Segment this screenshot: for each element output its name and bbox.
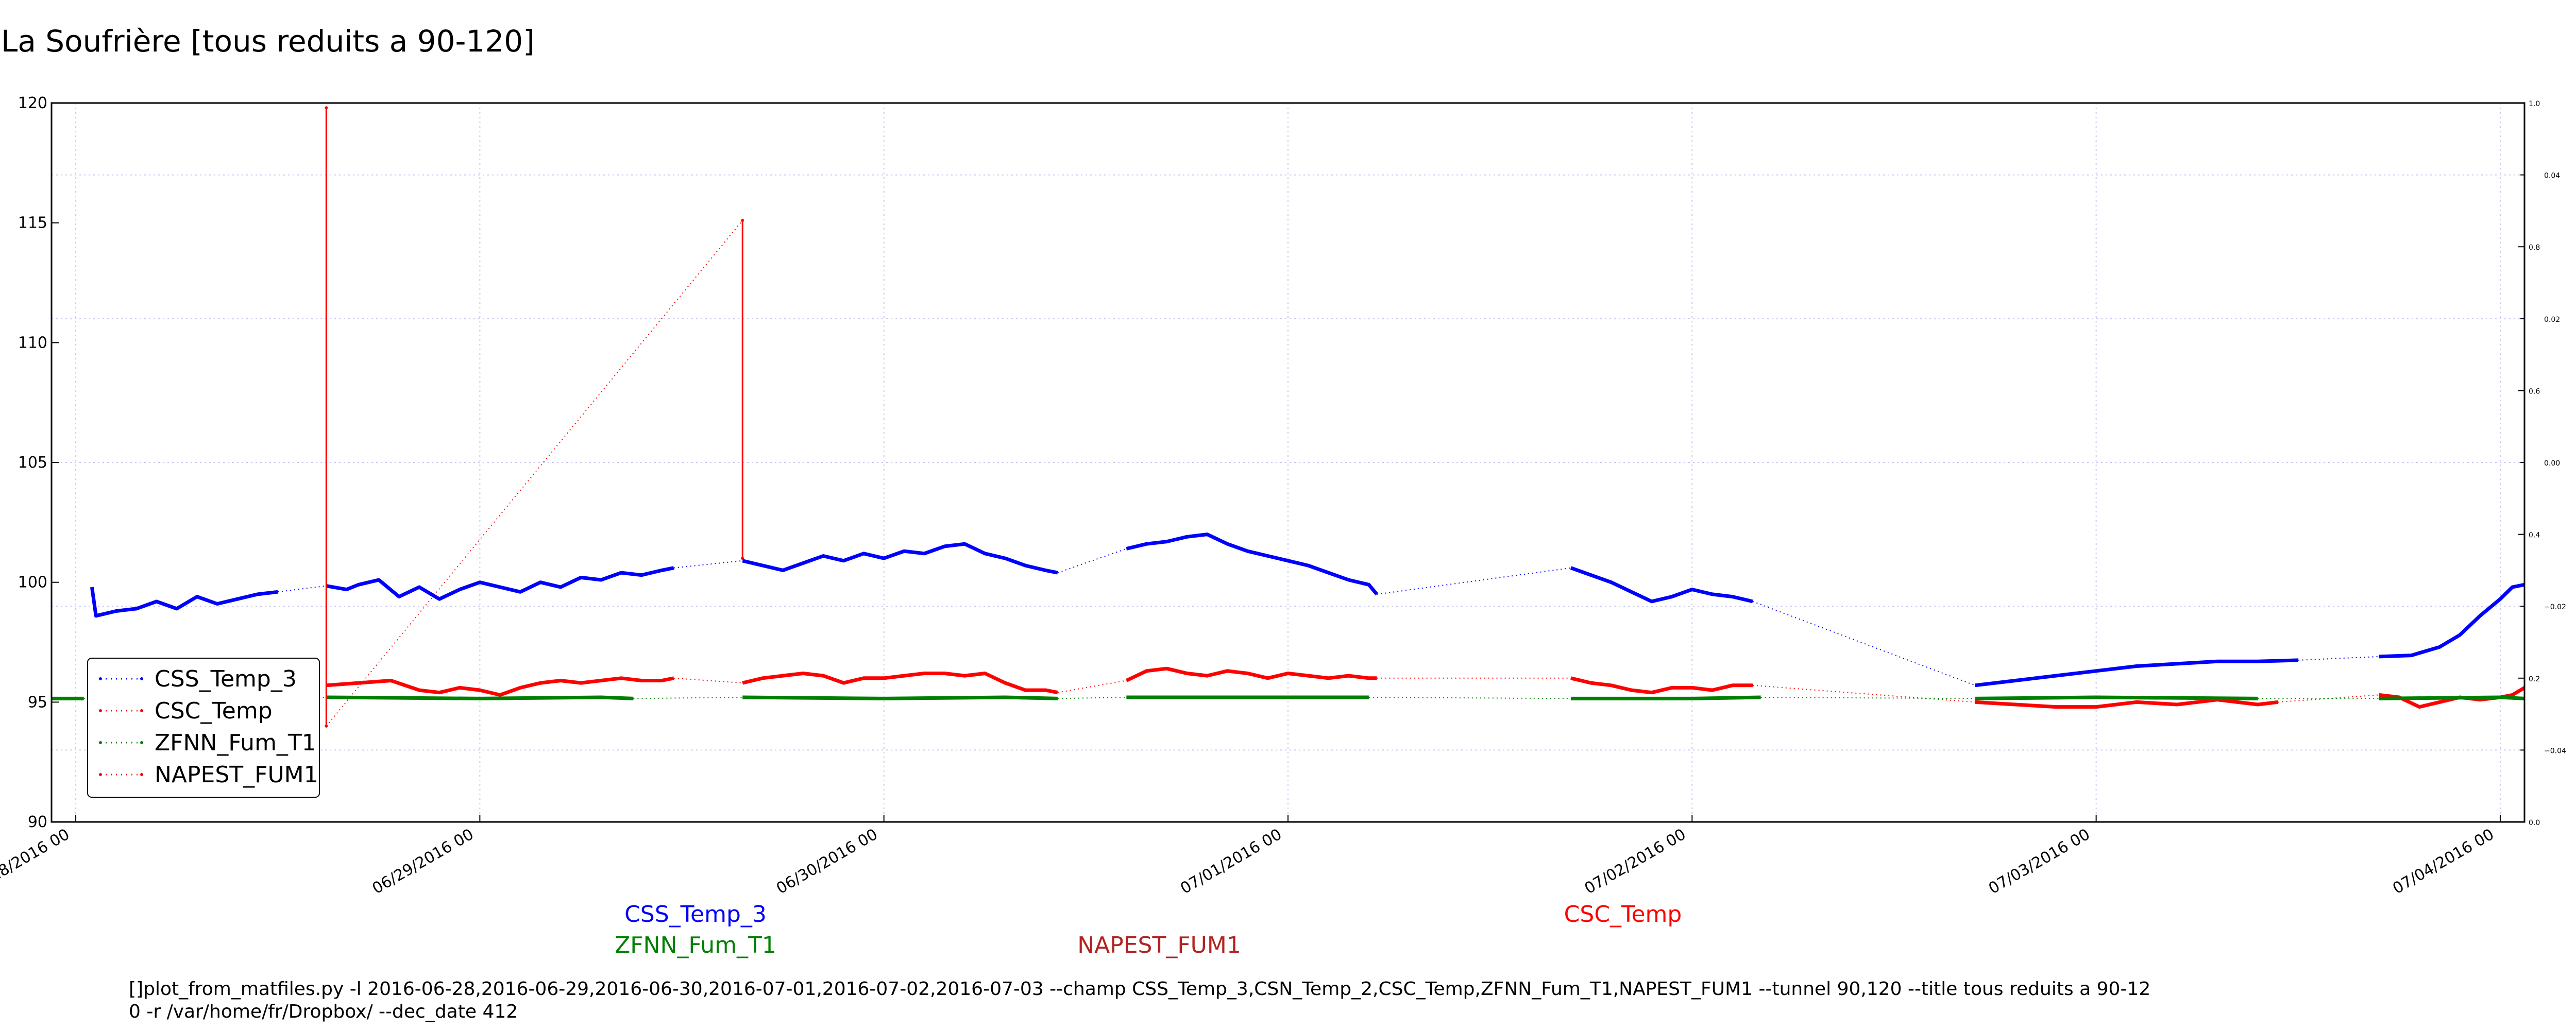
legend-label-CSC_Temp: CSC_Temp xyxy=(155,698,273,724)
legend-marker-CSS_Temp_3-a xyxy=(99,677,102,680)
gap-connector-CSS_Temp_3-3 xyxy=(1377,567,1571,595)
gap-connector-CSC_Temp-1 xyxy=(1057,680,1127,693)
series-CSC_Temp-segment-1 xyxy=(742,672,1058,695)
series-CSS_Temp_3-segment-5 xyxy=(1974,658,2298,688)
series-CSC_Temp-segment-4 xyxy=(1975,698,2279,709)
command-line-0: []plot_from_matfiles.py -l 2016-06-28,20… xyxy=(129,978,2150,1000)
legend-label-NAPEST_FUM1: NAPEST_FUM1 xyxy=(155,762,318,788)
right-inner-tick-label-0: −0.04 xyxy=(2544,747,2566,755)
chart-title: La Soufrière [tous reduits a 90-120] xyxy=(1,24,535,59)
series-label-CSC_Temp: CSC_Temp xyxy=(1564,901,1682,928)
series-CSS_Temp_3-segment-6 xyxy=(2379,582,2525,659)
x-tick-label-5: 07/03/2016 00 xyxy=(1986,826,2093,898)
x-tick-label-2: 06/30/2016 00 xyxy=(773,826,881,898)
y-tick-label-6: 120 xyxy=(18,94,47,112)
series-ZFNN_Fum_T1-segment-5 xyxy=(1975,695,2258,700)
legend-label-CSS_Temp_3: CSS_Temp_3 xyxy=(155,666,297,692)
legend-marker-CSC_Temp-a xyxy=(99,709,102,712)
gap-connector-ZFNN_Fum_T1-2 xyxy=(1057,697,1127,699)
series-lines xyxy=(52,106,2526,728)
series-CSS_Temp_3-segment-0 xyxy=(90,587,278,618)
gap-connector-CSC_Temp-0 xyxy=(673,677,743,684)
series-CSC_Temp-segment-0 xyxy=(326,676,674,697)
series-label-NAPEST_FUM1: NAPEST_FUM1 xyxy=(1077,932,1241,958)
right-inner-tick-label-4: 0.04 xyxy=(2544,172,2560,180)
gap-connector-ZFNN_Fum_T1-3 xyxy=(1368,697,1571,699)
y-tick-label-4: 110 xyxy=(18,334,47,352)
series-label-ZFNN_Fum_T1: ZFNN_Fum_T1 xyxy=(615,932,776,958)
right-inner-tick-label-3: 0.02 xyxy=(2544,316,2560,324)
legend-box xyxy=(87,658,320,798)
point-NAPEST_FUM1-1-0 xyxy=(741,557,744,560)
legend-marker-NAPEST_FUM1-b xyxy=(140,773,143,776)
series-ZFNN_Fum_T1-segment-2 xyxy=(742,695,1058,700)
gap-connector-NAPEST_FUM1-0 xyxy=(326,220,743,727)
gap-connector-ZFNN_Fum_T1-1 xyxy=(633,697,743,699)
right-outer-tick-label-4: 0.8 xyxy=(2529,244,2540,252)
right-inner-tick-label-2: 0.00 xyxy=(2544,459,2560,468)
command-line: []plot_from_matfiles.py -l 2016-06-28,20… xyxy=(129,978,2150,1022)
y-tick-label-2: 100 xyxy=(18,574,47,592)
right-outer-tick-label-3: 0.6 xyxy=(2529,387,2540,396)
series-CSS_Temp_3-segment-1 xyxy=(326,566,674,601)
gap-connector-CSC_Temp-3 xyxy=(1752,684,1975,703)
series-CSS_Temp_3-segment-3 xyxy=(1126,533,1379,596)
gap-connector-CSS_Temp_3-5 xyxy=(2298,656,2379,661)
series-CSS_Temp_3-segment-4 xyxy=(1570,566,1753,604)
legend-marker-ZFNN_Fum_T1-a xyxy=(99,741,102,744)
x-tick-label-0: 06/28/2016 00 xyxy=(0,826,73,898)
gap-connector-CSS_Temp_3-0 xyxy=(278,585,327,593)
x-tick-label-3: 07/01/2016 00 xyxy=(1177,826,1285,898)
series-ZFNN_Fum_T1-segment-4 xyxy=(1571,695,1761,700)
axes: 90 95 100 105 110 115 120 06/28/2016 00 06/29/20… xyxy=(0,94,2566,898)
series-ZFNN_Fum_T1-segment-6 xyxy=(2379,695,2525,700)
right-outer-tick-label-5: 1.0 xyxy=(2529,100,2540,108)
legend-marker-ZFNN_Fum_T1-b xyxy=(140,741,143,744)
gap-connector-CSS_Temp_3-4 xyxy=(1752,600,1975,686)
right-inner-tick-label-1: −0.02 xyxy=(2544,603,2566,611)
x-tick-label-6: 07/04/2016 00 xyxy=(2389,826,2497,898)
series-CSC_Temp-segment-2 xyxy=(1125,666,1377,682)
legend: CSS_Temp_3 CSC_Temp ZFNN_Fum_T1 NAPEST_FUM1 xyxy=(87,658,320,798)
legend-marker-CSS_Temp_3-b xyxy=(140,677,143,680)
series-label-CSS_Temp_3: CSS_Temp_3 xyxy=(624,901,767,928)
point-NAPEST_FUM1-1-1 xyxy=(741,219,744,222)
gap-connector-CSC_Temp-4 xyxy=(2278,694,2379,703)
gap-connector-CSS_Temp_3-2 xyxy=(1057,548,1127,573)
right-outer-tick-label-0: 0.0 xyxy=(2529,819,2540,827)
legend-label-ZFNN_Fum_T1: ZFNN_Fum_T1 xyxy=(155,730,316,756)
y-tick-label-5: 115 xyxy=(18,214,47,232)
series-labels: CSS_Temp_3 ZFNN_Fum_T1 NAPEST_FUM1 CSC_Temp xyxy=(615,901,1682,958)
legend-marker-CSC_Temp-b xyxy=(140,709,143,712)
legend-marker-NAPEST_FUM1-a xyxy=(99,773,102,776)
gap-connector-CSS_Temp_3-1 xyxy=(673,560,743,569)
x-tick-label-4: 07/02/2016 00 xyxy=(1582,826,1689,898)
series-CSC_Temp-segment-3 xyxy=(1570,676,1753,695)
series-CSS_Temp_3-segment-2 xyxy=(742,542,1058,575)
y-tick-label-1: 95 xyxy=(28,693,47,711)
x-tick-label-1: 06/29/2016 00 xyxy=(369,826,477,898)
gap-connectors xyxy=(83,220,2379,727)
series-ZFNN_Fum_T1-segment-1 xyxy=(326,695,634,700)
right-outer-tick-label-2: 0.4 xyxy=(2529,531,2540,540)
right-outer-tick-label-1: 0.2 xyxy=(2529,675,2540,683)
point-NAPEST_FUM1-0-1 xyxy=(325,106,328,110)
grid xyxy=(52,103,2524,822)
y-tick-label-3: 105 xyxy=(18,454,47,472)
y-tick-label-0: 90 xyxy=(28,813,47,831)
gap-connector-ZFNN_Fum_T1-4 xyxy=(1760,697,1975,699)
point-NAPEST_FUM1-0-0 xyxy=(325,724,328,728)
command-line-1: 0 -r /var/home/fr/Dropbox/ --dec_date 41… xyxy=(129,1001,518,1022)
